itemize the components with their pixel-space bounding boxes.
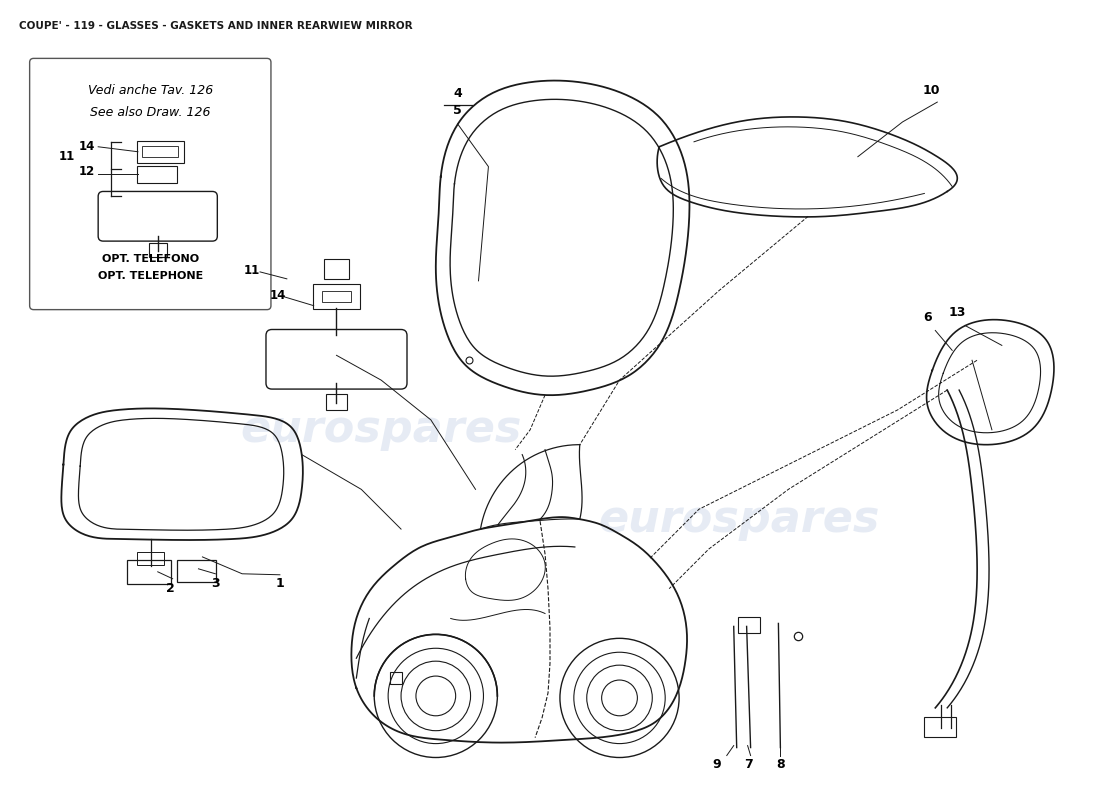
Text: Vedi anche Tav. 126: Vedi anche Tav. 126: [88, 84, 213, 98]
Text: 1: 1: [275, 577, 284, 590]
Text: 7: 7: [745, 758, 754, 770]
Text: See also Draw. 126: See also Draw. 126: [90, 106, 210, 119]
Text: eurospares: eurospares: [241, 408, 521, 451]
Text: 4: 4: [453, 87, 462, 100]
Text: 12: 12: [78, 165, 95, 178]
Text: 11: 11: [58, 150, 75, 163]
Text: 9: 9: [713, 758, 722, 770]
Text: 14: 14: [78, 140, 95, 154]
Text: 11: 11: [244, 265, 261, 278]
Text: 3: 3: [211, 577, 220, 590]
Text: 6: 6: [923, 310, 932, 323]
Text: eurospares: eurospares: [598, 498, 879, 541]
Text: OPT. TELEPHONE: OPT. TELEPHONE: [98, 271, 202, 281]
Text: OPT. TELEFONO: OPT. TELEFONO: [101, 254, 199, 264]
Text: 10: 10: [923, 84, 939, 97]
FancyBboxPatch shape: [30, 58, 271, 310]
Text: 2: 2: [166, 582, 175, 594]
Text: 5: 5: [453, 104, 462, 117]
Text: 14: 14: [270, 290, 286, 302]
Text: 8: 8: [777, 758, 784, 770]
Text: COUPE' - 119 - GLASSES - GASKETS AND INNER REARWIEW MIRROR: COUPE' - 119 - GLASSES - GASKETS AND INN…: [19, 21, 412, 30]
Text: 13: 13: [948, 306, 966, 318]
